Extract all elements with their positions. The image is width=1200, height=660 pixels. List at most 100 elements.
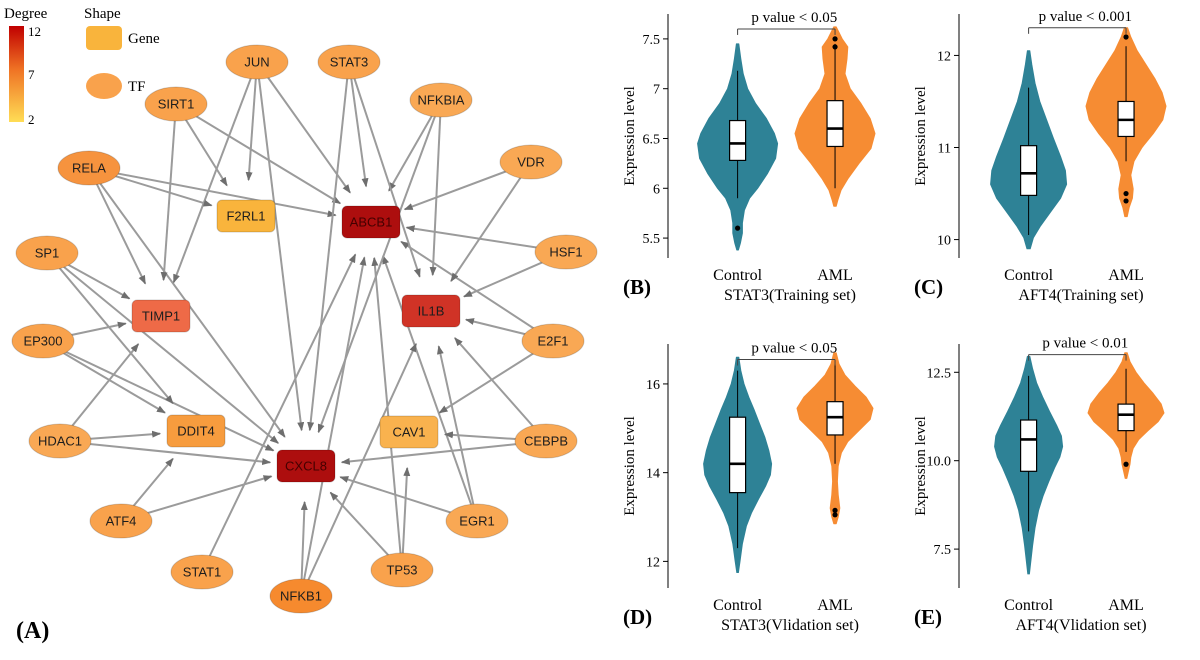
legend-degree-max: 12 bbox=[28, 24, 41, 39]
y-tick-label: 7.5 bbox=[643, 33, 661, 48]
y-tick-label: 12.5 bbox=[927, 366, 952, 381]
edge-STAT3-ABCB1 bbox=[348, 61, 369, 188]
gene-node-shape bbox=[131, 299, 191, 333]
pvalue-label: p value < 0.001 bbox=[1039, 9, 1132, 25]
pvalue-bracket: p value < 0.01 bbox=[1028, 336, 1128, 361]
y-tick-label: 12 bbox=[937, 49, 951, 64]
violin-chart-aft4-training: 10 11 12 Expression level p value < 0.001 Con… bbox=[913, 9, 1167, 304]
network-node-VDR: VDR bbox=[499, 144, 563, 180]
node-label: HSF1 bbox=[549, 245, 582, 260]
tf-node-shape bbox=[15, 235, 79, 271]
network-node-DDIT4: DDIT4 bbox=[166, 414, 226, 448]
tf-node-shape bbox=[11, 323, 75, 359]
edge-RELA-TIMP1 bbox=[88, 167, 147, 285]
tf-node-shape bbox=[317, 44, 381, 80]
network-node-STAT1: STAT1 bbox=[170, 554, 234, 590]
y-axis: 12 14 16 bbox=[646, 344, 669, 588]
x-category-label: Control bbox=[713, 597, 762, 614]
x-category-label: AML bbox=[1108, 597, 1144, 614]
legend-degree-mid: 7 bbox=[28, 67, 35, 82]
outlier-dot bbox=[832, 36, 838, 42]
network-node-EP300: EP300 bbox=[11, 323, 75, 359]
edge-CEBPB-CXCL8 bbox=[340, 440, 547, 465]
network-graph: JUN STAT3 SIRT1 NFKBIA RELA VDR SP1 HSF1 EP300 E2… bbox=[4, 6, 598, 614]
edge-JUN-CXCL8 bbox=[256, 61, 305, 432]
degree-colorbar bbox=[9, 26, 24, 122]
chart-subtitle: STAT3(Training set) bbox=[724, 287, 856, 304]
tf-node-shape bbox=[269, 578, 333, 614]
gene-node-shape bbox=[401, 294, 461, 328]
y-tick-label: 14 bbox=[646, 467, 660, 482]
box bbox=[826, 100, 844, 148]
gene-node-shape bbox=[276, 449, 336, 483]
node-label: CAV1 bbox=[393, 425, 426, 440]
tf-shape-icon bbox=[86, 73, 122, 99]
y-axis-label: Expression level bbox=[622, 416, 638, 516]
y-tick-label: 7.5 bbox=[934, 543, 952, 558]
legend-gene-label: Gene bbox=[128, 31, 160, 47]
pvalue-label: p value < 0.05 bbox=[751, 10, 837, 26]
violin-chart-aft4-validation: 7.5 10.0 12.5 Expression level p value < 0.0… bbox=[913, 336, 1165, 634]
edge-CEBPB-IL1B bbox=[454, 337, 547, 442]
network-node-JUN: JUN bbox=[225, 44, 289, 80]
edge-EGR1-IL1B bbox=[436, 345, 478, 522]
violin-control bbox=[703, 356, 773, 573]
panel-letter: (C) bbox=[914, 275, 943, 299]
node-label: NFKB1 bbox=[280, 589, 322, 604]
network-node-CAV1: CAV1 bbox=[379, 415, 439, 449]
network-node-E2F1: E2F1 bbox=[521, 323, 585, 359]
node-label: JUN bbox=[244, 55, 269, 70]
tf-node-shape bbox=[534, 234, 598, 270]
x-category-label: AML bbox=[817, 267, 853, 284]
edge-NFKB1-ABCB1 bbox=[300, 256, 367, 597]
node-label: STAT1 bbox=[183, 565, 222, 580]
violin-grid: 5.5 6 6.5 7 7.5 Expression level p value < 0.0… bbox=[618, 0, 1200, 660]
tf-node-shape bbox=[89, 503, 153, 539]
node-label: ATF4 bbox=[106, 514, 137, 529]
violin-aml bbox=[796, 352, 874, 525]
network-node-STAT3: STAT3 bbox=[317, 44, 381, 80]
outlier-dot bbox=[832, 512, 838, 518]
y-axis: 7.5 10.0 12.5 bbox=[927, 344, 960, 588]
box bbox=[1117, 403, 1135, 432]
node-label: SIRT1 bbox=[158, 97, 195, 112]
edge-RELA-ABCB1 bbox=[88, 167, 337, 218]
edge-VDR-IL1B bbox=[450, 161, 532, 282]
pvalue-label: p value < 0.05 bbox=[751, 341, 837, 357]
node-label: CXCL8 bbox=[285, 459, 327, 474]
box bbox=[1019, 419, 1038, 472]
pvalue-label: p value < 0.01 bbox=[1042, 336, 1128, 352]
box bbox=[728, 119, 747, 161]
tf-node-shape bbox=[409, 82, 473, 118]
edge-JUN-TIMP1 bbox=[172, 61, 258, 284]
node-label: STAT3 bbox=[330, 55, 369, 70]
gene-node-shape bbox=[216, 199, 276, 233]
network-node-SIRT1: SIRT1 bbox=[144, 86, 208, 122]
violin-control bbox=[697, 43, 779, 251]
y-axis: 5.5 6 6.5 7 7.5 bbox=[643, 14, 669, 258]
pvalue-bracket: p value < 0.001 bbox=[1028, 9, 1132, 34]
y-tick-label: 16 bbox=[646, 378, 660, 393]
network-node-TIMP1: TIMP1 bbox=[131, 299, 191, 333]
node-label: TIMP1 bbox=[142, 309, 180, 324]
edge-NFKBIA-CXCL8 bbox=[317, 99, 442, 434]
edge-NFKB1-IL1B bbox=[300, 342, 417, 597]
network-node-CEBPB: CEBPB bbox=[514, 423, 578, 459]
node-label: IL1B bbox=[418, 304, 445, 319]
tf-node-shape bbox=[445, 503, 509, 539]
network-node-TP53: TP53 bbox=[370, 552, 434, 588]
legend-degree-title: Degree bbox=[4, 6, 48, 22]
edge-JUN-F2RL1 bbox=[245, 61, 258, 182]
network-node-F2RL1: F2RL1 bbox=[216, 199, 276, 233]
edge-JUN-ABCB1 bbox=[256, 61, 351, 194]
y-tick-label: 5.5 bbox=[643, 232, 661, 247]
node-label: TP53 bbox=[386, 563, 417, 578]
network-legend: Degree 12 7 2 Shape Gene TF bbox=[4, 6, 160, 127]
node-label: E2F1 bbox=[537, 334, 568, 349]
x-category-label: AML bbox=[817, 597, 853, 614]
edge-STAT3-CXCL8 bbox=[307, 61, 350, 432]
chart-subtitle: AFT4(Vlidation set) bbox=[1015, 617, 1146, 634]
network-panel-wrap: JUN STAT3 SIRT1 NFKBIA RELA VDR SP1 HSF1 EP300 E2… bbox=[4, 6, 598, 614]
x-category-label: Control bbox=[1004, 267, 1053, 284]
x-category-label: AML bbox=[1108, 267, 1144, 284]
